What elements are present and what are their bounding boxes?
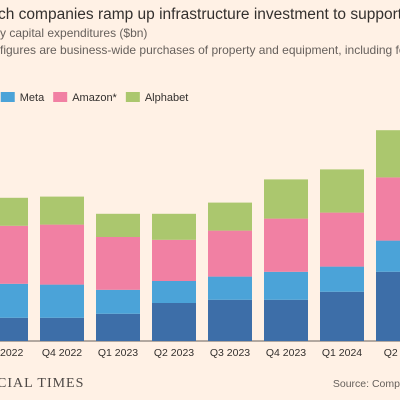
- bar-segment: [264, 271, 308, 300]
- legend-label: Amazon*: [72, 92, 117, 104]
- bar-segment: [320, 266, 364, 292]
- chart-title: ch companies ramp up infrastructure inve…: [0, 6, 400, 23]
- chart-subtitle: y capital expenditures ($bn): [0, 26, 147, 40]
- legend-swatch: [0, 92, 15, 102]
- x-tick-label: Q1 2023: [98, 347, 138, 359]
- bar-segment: [0, 317, 28, 341]
- bar-segment: [264, 179, 308, 219]
- bar-segment: [40, 224, 84, 285]
- bar-segment: [40, 317, 84, 341]
- bar-segment: [0, 283, 28, 318]
- bar-segment: [208, 202, 252, 231]
- bar-segment: [40, 196, 84, 225]
- x-tick-label: Q1 2024: [322, 347, 362, 359]
- bar-segment: [376, 271, 400, 341]
- x-tick-label: Q2 20: [384, 347, 400, 359]
- bar-segment: [40, 284, 84, 318]
- bar-segment: [0, 225, 28, 284]
- bar-segment: [264, 299, 308, 341]
- bar-segment: [152, 303, 196, 341]
- bar-segment: [320, 212, 364, 267]
- bar-segment: [152, 281, 196, 303]
- bar-segment: [320, 291, 364, 341]
- bar-segment: [320, 169, 364, 213]
- bar-segment: [152, 213, 196, 240]
- bar-segment: [96, 237, 140, 290]
- bar-segment: [376, 240, 400, 272]
- chart-note: figures are business-wide purchases of p…: [0, 43, 400, 57]
- x-tick-label: 2022: [0, 347, 24, 359]
- bar-segment: [96, 213, 140, 237]
- bar-segment: [264, 218, 308, 272]
- legend-swatch: [125, 92, 140, 102]
- x-tick-label: Q4 2023: [266, 347, 306, 359]
- bar-segment: [208, 276, 252, 300]
- x-tick-label: Q2 2023: [154, 347, 194, 359]
- legend-swatch: [53, 92, 68, 102]
- bar-segment: [208, 299, 252, 341]
- bar-segment: [208, 230, 252, 277]
- brand: CIAL TIMES: [0, 376, 84, 391]
- legend-label: Alphabet: [145, 92, 188, 104]
- legend-label: Meta: [20, 92, 45, 104]
- bar-segment: [96, 313, 140, 341]
- bar-segment: [376, 130, 400, 178]
- x-tick-label: Q4 2022: [42, 347, 82, 359]
- bar-segment: [376, 177, 400, 241]
- bar-segment: [96, 289, 140, 314]
- x-tick-label: Q3 2023: [210, 347, 250, 359]
- bar-segment: [152, 239, 196, 281]
- source: Source: Comp: [333, 378, 400, 390]
- bar-segment: [0, 197, 28, 226]
